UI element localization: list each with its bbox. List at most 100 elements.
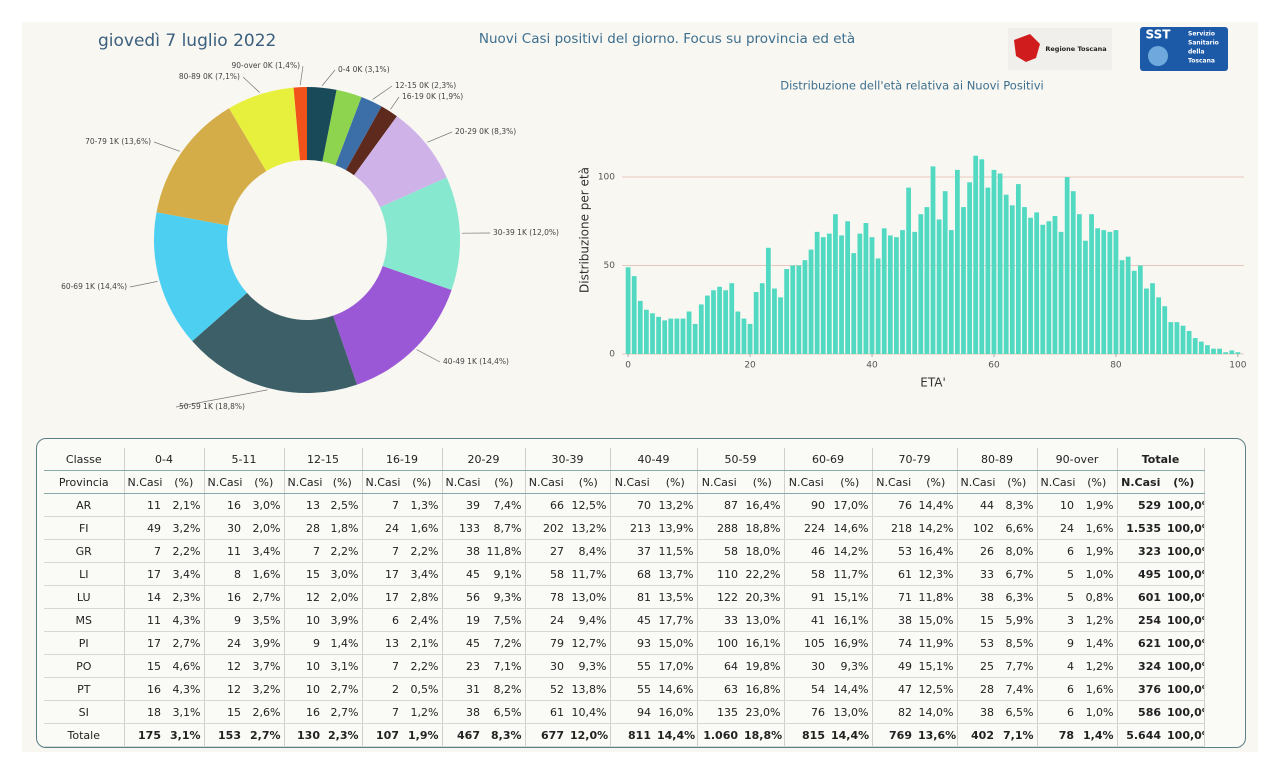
table-cell: 40-49: [610, 448, 698, 471]
table-cell: 3,0%: [244, 493, 285, 517]
table-cell: 45: [610, 608, 654, 632]
bar: [1003, 194, 1009, 354]
table-cell: 17: [124, 562, 164, 586]
bar: [1028, 217, 1033, 354]
table-cell: 6: [362, 608, 402, 632]
donut-slice: [293, 87, 307, 161]
table-cell: 5: [1037, 562, 1077, 586]
table-cell: N.Casi: [1037, 470, 1077, 494]
table-cell: 135: [697, 700, 741, 724]
header-row: Classe 0-4 5-11 12-15 16-19 20-29 30-39 40-49 50…: [44, 448, 1205, 471]
table-cell: 8,5%: [997, 631, 1038, 655]
table-cell: 175: [124, 723, 164, 747]
table-cell: 769: [872, 723, 915, 747]
bar: [1211, 348, 1216, 354]
table-cell: 28: [957, 677, 997, 701]
table-cell: 70: [610, 493, 654, 517]
page-title: Nuovi Casi positivi del giorno. Focus su…: [479, 31, 855, 47]
logo-icon: [1148, 46, 1168, 66]
table-cell: 2,7%: [323, 700, 363, 724]
bar: [1015, 184, 1021, 354]
table-cell: 13,9%: [654, 516, 698, 540]
table-cell: Provincia: [44, 470, 125, 494]
bar: [948, 230, 954, 354]
table-cell: 17,7%: [654, 608, 698, 632]
table-cell: 22,2%: [741, 562, 785, 586]
table-cell: 13,0%: [567, 585, 611, 609]
bar: [839, 235, 844, 354]
table-cell: 46: [784, 539, 828, 563]
table-cell: 15,1%: [915, 654, 958, 678]
table-cell: 3,1%: [164, 723, 205, 747]
bar: [1083, 240, 1088, 354]
bar: [1205, 345, 1210, 354]
bar: [741, 318, 747, 354]
data-row: MS 11 4,3% 9 3,5% 10 3,9% 6 2,4% 19 7,5% 24 9,4% 45 17…: [44, 608, 1205, 632]
table-cell: N.Casi: [204, 470, 244, 494]
donut-slice: [192, 292, 358, 394]
table-cell: 0,5%: [402, 677, 443, 701]
table-cell: 323: [1117, 539, 1165, 563]
bar: [1058, 231, 1064, 354]
table-cell: 1.060: [697, 723, 741, 747]
table-cell: 12,7%: [567, 631, 611, 655]
table-cell: 6: [1037, 677, 1077, 701]
bar: [650, 313, 655, 354]
bar: [833, 214, 838, 354]
data-row: LI 17 3,4% 8 1,6% 15 3,0% 17 3,4% 45 9,1% 58 11,7% 68…: [44, 562, 1205, 586]
table-cell: 38: [442, 539, 483, 563]
table-cell: 15: [284, 562, 323, 586]
slice-label: 50-59 1K (18,8%): [179, 402, 245, 411]
logo-text: Regione Toscana: [1045, 45, 1106, 53]
table-cell: 11: [124, 608, 164, 632]
table-cell: (%): [164, 470, 205, 494]
bar: [894, 237, 899, 354]
table-cell: 1,8%: [323, 516, 363, 540]
table-cell: 8,3%: [997, 493, 1038, 517]
x-tick-label: 20: [744, 361, 756, 371]
bar: [704, 295, 710, 354]
table-cell: 15,1%: [828, 585, 873, 609]
table-cell: (%): [323, 470, 363, 494]
table-cell: 3,9%: [323, 608, 363, 632]
bar: [1107, 231, 1113, 354]
table-cell: 90-over: [1037, 448, 1118, 471]
table-cell: 13,7%: [654, 562, 698, 586]
table-cell: 1.535: [1117, 516, 1165, 540]
table-cell: 28: [284, 516, 323, 540]
table-cell: 6: [1037, 700, 1077, 724]
bar: [637, 300, 643, 354]
table-cell: 13,6%: [915, 723, 958, 747]
slice-label: 20-29 0K (8,3%): [455, 127, 516, 136]
table-cell: 1,2%: [1077, 654, 1118, 678]
table-cell: 130: [284, 723, 323, 747]
table-cell: 11,7%: [828, 562, 873, 586]
table-cell: 23,0%: [741, 700, 785, 724]
table-cell: N.Casi: [784, 470, 828, 494]
table-cell: PO: [44, 654, 125, 678]
bar: [869, 237, 875, 354]
leader-line: [129, 281, 158, 288]
bar: [729, 283, 735, 354]
table-cell: 1,6%: [402, 516, 443, 540]
table-cell: 17,0%: [654, 654, 698, 678]
table-cell: 41: [784, 608, 828, 632]
table-cell: 2: [362, 677, 402, 701]
bar: [656, 316, 661, 354]
table-cell: 5,9%: [997, 608, 1038, 632]
donut-slice: [307, 87, 337, 162]
table-cell: (%): [483, 470, 526, 494]
leader-line: [372, 85, 393, 100]
table-cell: 45: [442, 631, 483, 655]
table-cell: 12: [204, 654, 244, 678]
table-cell: N.Casi: [442, 470, 483, 494]
bar: [881, 228, 887, 354]
table-cell: 14,4%: [828, 723, 873, 747]
bar: [1156, 297, 1162, 354]
bar: [918, 214, 924, 354]
table-cell: 1,3%: [402, 493, 443, 517]
bar: [851, 253, 857, 354]
bar: [887, 235, 893, 354]
table-cell: 1,6%: [1077, 677, 1118, 701]
bar: [1162, 306, 1168, 354]
